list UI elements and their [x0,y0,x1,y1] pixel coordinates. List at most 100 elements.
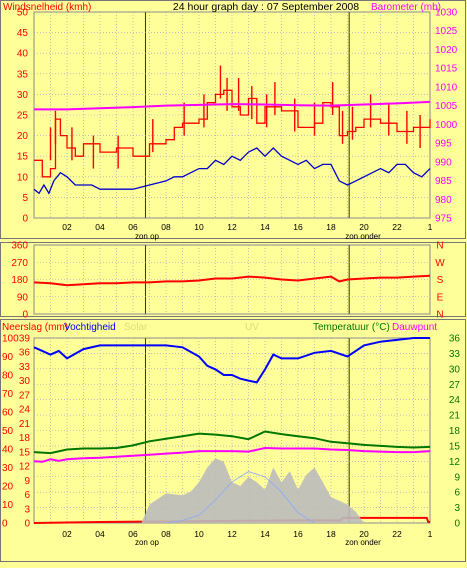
compass-label: E [437,292,444,303]
climate-series [33,337,431,524]
y-tick-label: 15 [17,152,29,163]
temp-inner-tick-label: 36 [19,348,31,359]
rain-tick-label: 30 [2,463,14,474]
series-wind-direction [33,274,431,287]
temp-inner-tick-label: 21 [19,419,31,430]
y2-tick-label: 990 [435,157,452,168]
barometer-axis-label: Barometer (mb) [371,2,441,13]
y-tick-label: 0 [22,214,28,225]
y2-tick-label: 985 [435,176,452,187]
temp-tick-label: 36 [449,334,461,345]
climate-x-axis-labels: 02 04 06 08 10 12 14 16 18 20 22 1 [62,529,432,539]
x-tick-label: 02 [62,529,72,539]
y-tick-label: 270 [11,258,28,269]
rain-tick-label: 70 [2,389,14,400]
temp-inner-tick-label: 0 [24,519,30,530]
x-tick-label: 08 [161,222,171,232]
wind-x-axis-labels: 02 04 06 08 10 12 14 16 18 20 22 1 [62,222,432,232]
x-tick-label: 20 [359,529,369,539]
x-tick-label: 06 [128,529,138,539]
y-tick-label: 20 [17,131,29,142]
x-tick-label: 22 [392,222,402,232]
temp-inner-tick-label: 24 [19,405,31,416]
humidity-axis-label: Vochtigheid [64,322,116,333]
series-solar [34,458,430,523]
direction-panel-frame [0,242,466,317]
series-windsnelheid-kmh- [34,89,431,178]
series-dauwpunt [33,446,431,463]
temp-inner-tick-label: 9 [24,476,30,487]
y-tick-label: 30 [17,90,29,101]
y2-tick-label: 1005 [435,101,458,112]
temp-inner-tick-label: 3 [24,504,30,515]
x-tick-label: 20 [359,222,369,232]
direction-grid [34,244,430,315]
temp-inner-tick-label: 12 [19,462,31,473]
x-tick-label: 22 [392,529,402,539]
series-temperatuur-c- [33,430,431,455]
sunset-label: zon onder [345,538,381,547]
rain-tick-label: 20 [2,482,14,493]
y-tick-label: 90 [17,292,29,303]
x-tick-label: 1 [428,222,433,232]
y2-tick-label: 1015 [435,64,458,75]
x-tick-label: 10 [194,529,204,539]
direction-y-axis-labels: 360 270 180 90 0 [11,241,28,321]
x-tick-label: 04 [95,529,105,539]
barometer-y-axis-labels: 1030 1025 1020 1015 1010 1005 1000 995 990 985 980… [435,8,458,225]
y-tick-label: 5 [22,193,28,204]
y2-tick-label: 1025 [435,26,458,37]
y-tick-label: 10 [17,172,29,183]
y-tick-label: 25 [17,111,29,122]
x-tick-label: 12 [227,529,237,539]
temp-inner-tick-label: 30 [19,376,31,387]
compass-label: N [436,310,443,321]
wind-chart-title: 24 hour graph day : 07 September 2008 [173,1,359,13]
rain-tick-label: 100 [2,334,19,345]
rain-axis-label: Neerslag (mm) [2,322,68,333]
temp-tick-label: 18 [449,426,461,437]
temp-tick-label: 15 [449,441,461,452]
x-tick-label: 14 [260,222,270,232]
temp-tick-label: 27 [449,380,461,391]
temp-tick-label: 0 [454,519,460,530]
solar-axis-label: Solar [124,322,148,333]
y-tick-label: 50 [17,8,29,19]
x-tick-label: 10 [194,222,204,232]
y2-tick-label: 1020 [435,45,458,56]
sunrise-label: zon op [135,538,160,547]
wind-axis-label: Windsnelheid (kmh) [3,2,91,13]
temp-inner-tick-label: 18 [19,433,31,444]
series-uv [165,471,315,524]
temp-tick-label: 21 [449,411,461,422]
temp-tick-label: 33 [449,349,461,360]
x-tick-label: 16 [293,222,303,232]
uv-axis-label: UV [245,322,259,333]
rain-tick-label: 80 [2,371,14,382]
rain-tick-label: 50 [2,426,14,437]
x-tick-label: 02 [62,222,72,232]
y2-tick-label: 1010 [435,82,458,93]
x-tick-label: 18 [326,222,336,232]
temp-tick-label: 24 [449,395,461,406]
rain-tick-label: 10 [2,500,14,511]
y-tick-label: 180 [11,275,28,286]
temp-tick-label: 12 [449,457,461,468]
series-barometer-mb- [34,100,431,111]
temp-inner-tick-label: 6 [24,490,30,501]
dewpoint-axis-label: Dauwpunt [392,322,437,333]
temp-inner-tick-label: 15 [19,447,31,458]
y-tick-label: 0 [22,310,28,321]
sunset-label: zon onder [345,232,381,241]
rain-tick-label: 0 [2,519,8,530]
series-gemiddelde [33,147,431,195]
x-tick-label: 16 [293,529,303,539]
y2-tick-label: 975 [435,214,452,225]
y2-tick-label: 995 [435,139,452,150]
